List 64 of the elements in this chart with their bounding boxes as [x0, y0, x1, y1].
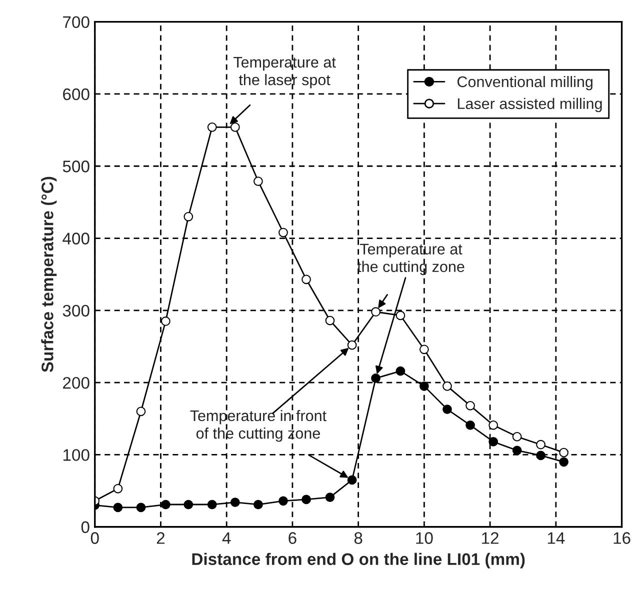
y-tick-label: 600 [63, 88, 90, 100]
x-tick-label: 2 [156, 532, 165, 544]
x-tick-label: 4 [222, 532, 231, 544]
point [207, 500, 217, 510]
point [442, 404, 452, 414]
point [325, 316, 335, 326]
point [466, 420, 475, 430]
point [488, 420, 498, 430]
point [559, 457, 568, 467]
point [536, 450, 546, 460]
point [184, 500, 194, 510]
y-tick-label: 400 [62, 232, 90, 244]
x-tick-label: 12 [482, 532, 498, 544]
point [136, 406, 146, 416]
point [113, 502, 123, 512]
point [207, 122, 217, 132]
x-tick-label: 6 [288, 532, 296, 544]
point [512, 432, 522, 442]
y-tick-label: 0 [81, 521, 90, 534]
point [302, 274, 311, 284]
point [512, 446, 522, 456]
y-tick-label: 200 [63, 376, 90, 389]
point [371, 374, 380, 383]
point [160, 316, 170, 326]
point [325, 492, 335, 502]
point [302, 494, 311, 504]
x-tick-label: 8 [354, 532, 362, 544]
point [396, 366, 406, 376]
y-tick-label: 500 [62, 160, 90, 172]
point [230, 122, 240, 132]
point [559, 448, 568, 458]
point [278, 228, 288, 238]
point [136, 502, 146, 512]
point [466, 400, 475, 410]
x-axis-title: Distance from end O on the line LI01 (mm) [192, 552, 525, 568]
point [278, 496, 288, 506]
point [347, 340, 357, 350]
annotation: Temperature at the cutting zone [357, 244, 464, 276]
y-tick-label: 300 [62, 304, 90, 317]
y-tick-label: 700 [63, 16, 90, 28]
point [184, 212, 194, 222]
point [419, 344, 429, 354]
point [230, 498, 240, 508]
annotation: Temperature in front of the cutting zone [190, 410, 326, 442]
x-tick-label: 16 [614, 532, 630, 544]
legend-label: Conventional milling [457, 76, 592, 90]
x-tick-label: 0 [90, 532, 99, 544]
point [254, 500, 263, 510]
point [347, 475, 357, 485]
point [488, 437, 498, 446]
legend-label: Laser assisted milling [458, 98, 602, 112]
point [254, 176, 263, 186]
annotation: Temperature at the laser spot [234, 56, 336, 88]
point [371, 307, 380, 317]
point [419, 381, 429, 391]
y-axis-title: Surface temperature (°C) [41, 176, 57, 372]
x-tick-label: 14 [548, 532, 565, 544]
point [396, 310, 406, 320]
y-tick-label: 100 [63, 449, 90, 461]
point [442, 381, 452, 391]
point [160, 500, 170, 510]
point [113, 484, 123, 494]
x-tick-label: 10 [416, 532, 433, 544]
point [536, 440, 546, 450]
